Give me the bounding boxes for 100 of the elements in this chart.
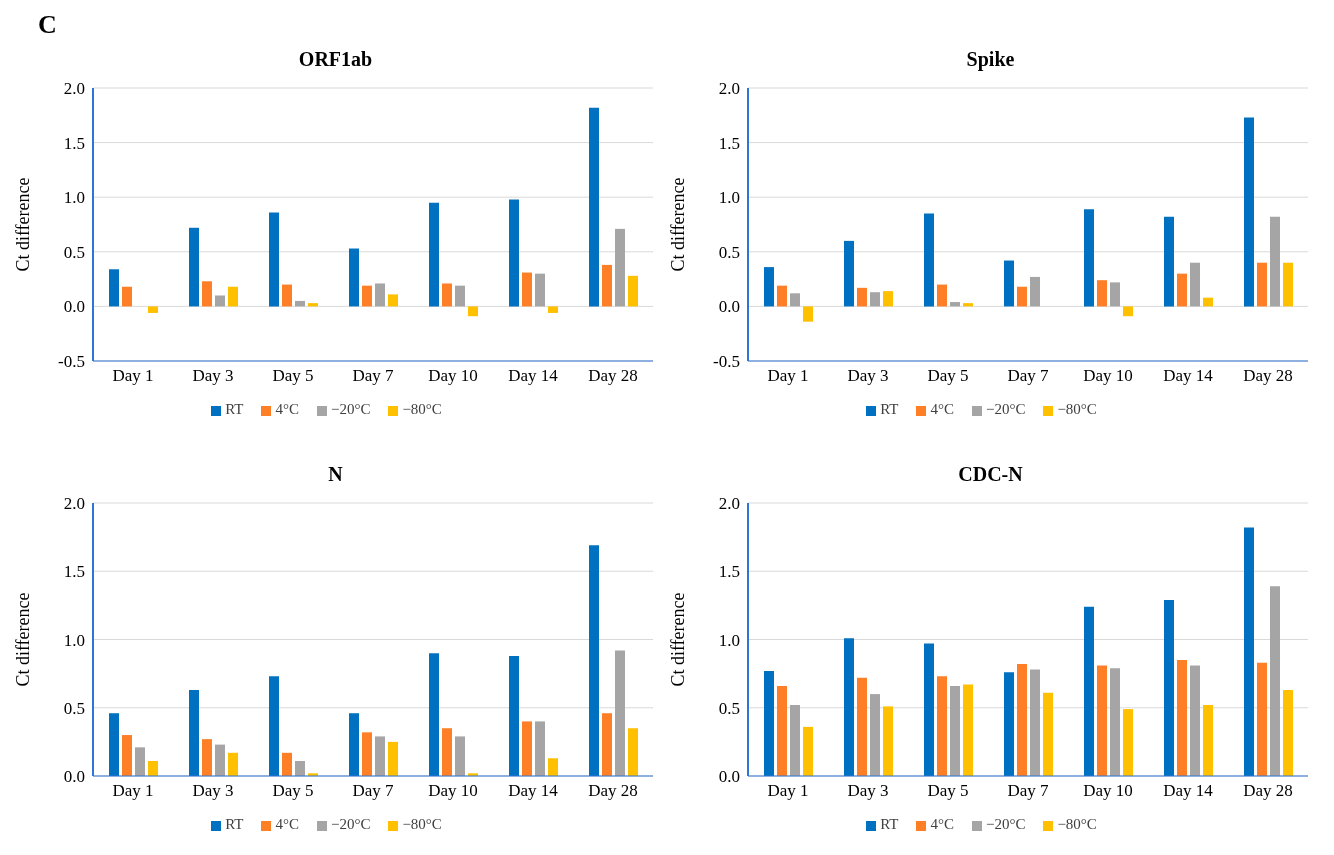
bar bbox=[429, 653, 439, 776]
legend-label: −20°C bbox=[985, 816, 1026, 832]
y-tick-label: 1.0 bbox=[718, 188, 740, 208]
bar bbox=[468, 306, 478, 317]
y-tick-label: -0.5 bbox=[58, 352, 85, 372]
bar bbox=[455, 736, 465, 776]
bar bbox=[615, 650, 625, 776]
text: C bbox=[38, 10, 57, 40]
y-axis-title: Ct difference bbox=[668, 592, 689, 687]
bar bbox=[628, 728, 638, 776]
x-tick-label: Day 10 bbox=[428, 781, 478, 801]
legend-label: 4°C bbox=[275, 816, 299, 832]
bar bbox=[442, 728, 452, 776]
bar bbox=[455, 285, 465, 307]
x-tick-label: Day 1 bbox=[767, 781, 809, 801]
x-tick-label: Day 5 bbox=[927, 366, 969, 386]
bar bbox=[589, 545, 599, 776]
bar bbox=[228, 286, 238, 307]
legend-label: −20°C bbox=[330, 401, 371, 417]
bar bbox=[522, 272, 532, 307]
bar bbox=[442, 283, 452, 307]
y-axis-title: Ct difference bbox=[13, 177, 34, 272]
y-tick-label: 0.0 bbox=[718, 767, 740, 787]
bar bbox=[202, 739, 212, 776]
legend-label: RT bbox=[880, 816, 899, 832]
legend-label: 4°C bbox=[275, 401, 299, 417]
y-tick-label: 2.0 bbox=[63, 79, 85, 99]
bar bbox=[535, 273, 545, 307]
bar bbox=[937, 676, 947, 776]
bar bbox=[122, 286, 132, 307]
x-tick-label: Day 7 bbox=[1007, 366, 1050, 386]
bar bbox=[602, 713, 612, 776]
bar bbox=[602, 264, 612, 307]
y-tick-label: 1.5 bbox=[718, 562, 740, 582]
bar bbox=[509, 655, 519, 776]
bar bbox=[1123, 709, 1133, 776]
bar bbox=[883, 291, 893, 307]
x-tick-label: Day 5 bbox=[272, 781, 314, 801]
bar bbox=[1244, 117, 1254, 307]
bar bbox=[937, 284, 947, 307]
bar bbox=[1177, 659, 1187, 776]
y-tick-label: 1.0 bbox=[63, 630, 85, 650]
x-tick-label: Day 5 bbox=[272, 366, 314, 386]
bar bbox=[803, 726, 813, 776]
bar bbox=[924, 643, 934, 776]
bar bbox=[215, 295, 225, 307]
x-tick-label: Day 28 bbox=[1243, 781, 1293, 801]
bar bbox=[1030, 276, 1040, 307]
bar bbox=[535, 721, 545, 776]
bar bbox=[1257, 662, 1267, 776]
bar bbox=[282, 284, 292, 307]
bar bbox=[269, 676, 279, 776]
bar bbox=[1004, 260, 1014, 307]
legend-label: −80°C bbox=[402, 401, 442, 417]
x-tick-label: Day 14 bbox=[1163, 366, 1214, 386]
bar bbox=[790, 293, 800, 307]
x-tick-label: Day 10 bbox=[428, 366, 478, 386]
bar bbox=[1017, 286, 1027, 307]
bar bbox=[375, 736, 385, 776]
x-tick-label: Day 7 bbox=[352, 781, 395, 801]
chart-title: N bbox=[327, 462, 344, 487]
bar bbox=[1164, 599, 1174, 776]
bar bbox=[202, 281, 212, 307]
bar bbox=[1110, 282, 1120, 307]
legend-label: −80°C bbox=[402, 816, 442, 832]
y-tick-label: 0.0 bbox=[718, 297, 740, 317]
x-tick-label: Day 28 bbox=[588, 366, 638, 386]
y-tick-label: 1.5 bbox=[63, 562, 85, 582]
bar bbox=[349, 248, 359, 307]
bar bbox=[1110, 668, 1120, 776]
legend-label: −20°C bbox=[330, 816, 371, 832]
x-tick-label: Day 3 bbox=[192, 366, 234, 386]
bar bbox=[870, 694, 880, 776]
x-tick-label: Day 10 bbox=[1083, 366, 1133, 386]
bar bbox=[1257, 262, 1267, 307]
x-tick-label: Day 3 bbox=[192, 781, 234, 801]
legend-label: 4°C bbox=[930, 401, 954, 417]
legend-label: −80°C bbox=[1057, 816, 1097, 832]
y-tick-label: 1.0 bbox=[63, 188, 85, 208]
y-tick-label: 2.0 bbox=[63, 494, 85, 514]
x-tick-label: Day 1 bbox=[112, 366, 154, 386]
bar bbox=[857, 677, 867, 776]
legend-label: −20°C bbox=[985, 401, 1026, 417]
bar bbox=[883, 706, 893, 776]
bar bbox=[388, 294, 398, 307]
bar bbox=[844, 240, 854, 307]
bar bbox=[1004, 672, 1014, 776]
y-tick-label: 0.0 bbox=[63, 767, 85, 787]
bar bbox=[764, 267, 774, 307]
x-tick-label: Day 28 bbox=[588, 781, 638, 801]
chart-title: ORF1ab bbox=[298, 48, 373, 70]
x-tick-label: Day 28 bbox=[1243, 366, 1293, 386]
bar bbox=[628, 275, 638, 307]
bar bbox=[429, 202, 439, 307]
y-axis-title: Ct difference bbox=[668, 177, 689, 272]
bar bbox=[1084, 209, 1094, 307]
bar bbox=[1123, 306, 1133, 317]
bar bbox=[282, 752, 292, 776]
bar bbox=[135, 747, 145, 776]
bar bbox=[950, 302, 960, 307]
